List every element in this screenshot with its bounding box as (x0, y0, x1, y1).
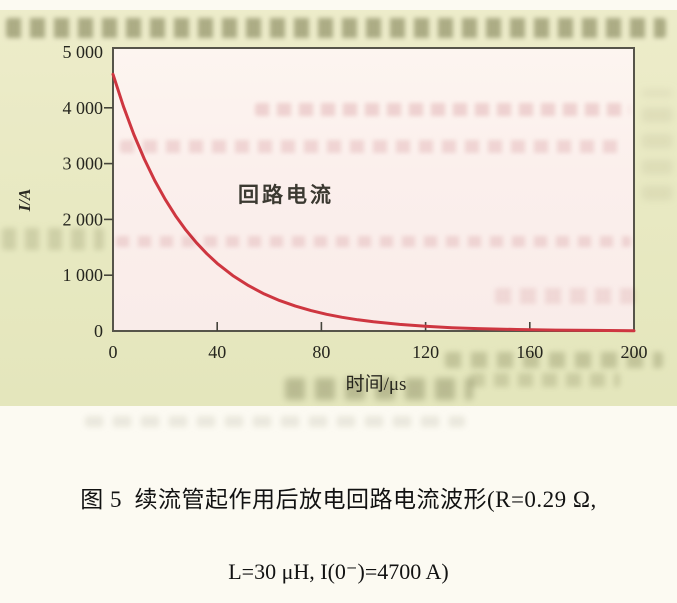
y-tick-label: 5 000 (63, 42, 104, 62)
x-tick-label: 200 (621, 342, 648, 362)
figure-caption-line2: L=30 μH, I(0⁻)=4700 A) (228, 559, 449, 584)
y-tick-label: 1 000 (63, 265, 104, 285)
figure-caption: 图 5 续流管起作用后放电回路电流波形(R=0.29 Ω, L=30 μH, I… (0, 444, 677, 603)
figure-caption-line1: 图 5 续流管起作用后放电回路电流波形(R=0.29 Ω, (80, 487, 597, 512)
plot-dynamic-layer: 0 1 000 2 000 3 000 4 000 5 000 0 40 80 120 160 200 (63, 42, 648, 362)
y-tick-label: 3 000 (63, 154, 104, 174)
scanned-paper-page: { "figure": { "caption_line1": "图 5 续流管起… (0, 10, 677, 584)
x-tick-label: 120 (412, 342, 439, 362)
series-annotation: 回路电流 (238, 183, 334, 207)
plot-frame (112, 47, 635, 332)
x-tick-label: 0 (109, 342, 118, 362)
bleed-through-smudge-below-scan (85, 416, 465, 427)
x-tick-label: 40 (208, 342, 226, 362)
y-axis-title: I/A (15, 189, 34, 213)
y-tick-label: 4 000 (63, 98, 104, 118)
current-waveform-chart: 0 1 000 2 000 3 000 4 000 5 000 0 40 80 120 160 200… (15, 42, 648, 395)
x-axis-title: 时间/μs (346, 373, 407, 395)
y-tick-label: 0 (94, 321, 103, 341)
scanned-figure-region: 0 1 000 2 000 3 000 4 000 5 000 0 40 80 120 160 200… (0, 10, 677, 406)
x-tick-label: 160 (516, 342, 543, 362)
x-tick-label: 80 (312, 342, 330, 362)
current-curve (111, 72, 636, 333)
y-tick-label: 2 000 (63, 209, 104, 229)
